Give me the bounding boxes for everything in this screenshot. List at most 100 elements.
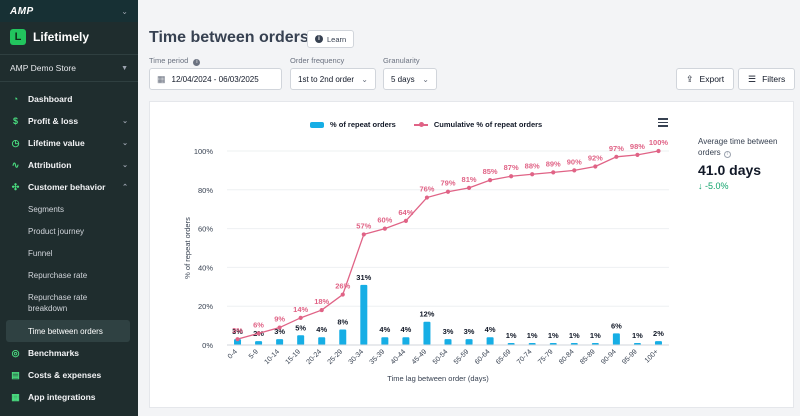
time-period-picker[interactable]: ▦ 12/04/2024 - 06/03/2025 [149,68,282,90]
stat-change: ↓ -5.0% [698,181,729,191]
y-axis-label: % of repeat orders [183,217,192,279]
sidebar-item-attribution[interactable]: ∿ Attribution ⌄ [0,154,138,176]
sidebar-item-app-integrations[interactable]: ▦ App integrations [0,386,138,408]
legend-swatch-line [413,121,428,127]
sidebar-subitem-repurchase-rate-breakdown[interactable]: Repurchase rate breakdown [28,293,88,313]
sidebar-item-label: App integrations [28,392,96,402]
info-icon: i [315,35,323,43]
sidebar-subitem-product-journey[interactable]: Product journey [28,226,85,236]
sidebar-item-customer-behavior[interactable]: ✣ Customer behavior ⌃ [0,176,138,198]
brand-name: Lifetimely [33,30,90,44]
x-tick-label: 70-74 [516,348,534,366]
x-tick-label: 90-94 [600,348,618,366]
learn-button[interactable]: i Learn [307,30,355,48]
line-point [277,325,282,330]
legend-item-cumulative[interactable]: Cumulative % of repeat orders [413,120,543,129]
x-tick-label: 80-84 [558,348,576,366]
average-time-stat: Average time between orders i 41.0 days ↓… [698,136,788,191]
x-tick-label: 0-4 [227,348,239,360]
line-point [340,292,345,297]
grid-icon: ▦ [11,391,20,402]
line-point [572,168,577,173]
order-frequency-value: 1st to 2nd order [298,74,355,84]
chevron-down-icon: ⌄ [122,162,128,169]
bar [486,337,494,345]
sidebar-item-dashboard[interactable]: ◔ Dashboard [0,88,138,110]
line-point [614,154,619,159]
x-tick-label: 85-89 [579,348,597,366]
line-point [445,189,451,194]
line-data-label: 9% [274,315,285,324]
export-label: Export [699,74,725,84]
bar-data-label: 4% [400,325,411,334]
bar-data-label: 4% [379,325,390,334]
bar [276,339,284,345]
sidebar-subitem-time-between-orders[interactable]: Time between orders [6,320,130,342]
line-data-label: 18% [314,297,329,306]
granularity-select[interactable]: 5 days ⌄ [383,68,437,90]
line-data-label: 81% [462,175,477,184]
amp-logo: AMP [10,5,34,17]
learn-label: Learn [327,34,347,44]
order-frequency-select[interactable]: 1st to 2nd order ⌄ [290,68,376,90]
bar-data-label: 3% [232,327,243,336]
bar-data-label: 31% [356,273,371,282]
filters-label: Filters [762,74,786,84]
order-frequency-label: Order frequency [290,56,345,65]
sidebar: AMP ⌄ L Lifetimely AMP Demo Store ▼ ◔ Da… [0,0,138,416]
line-data-label: 89% [546,159,561,168]
sidebar-subitem-repurchase-rate[interactable]: Repurchase rate [28,270,88,280]
main-content: Time between orders i Learn Time period … [138,0,800,416]
bar-data-label: 1% [632,331,643,340]
bar-data-label: 6% [611,321,622,330]
granularity-value: 5 days [391,74,415,84]
legend-item-repeat-orders[interactable]: % of repeat orders [310,120,396,129]
sidebar-subitem-funnel[interactable]: Funnel [28,248,53,258]
sidebar-item-lifetime-value[interactable]: ◷ Lifetime value ⌄ [0,132,138,154]
line-point [593,164,598,169]
line-data-label: 79% [440,179,455,188]
hamburger-menu-icon[interactable] [658,118,668,129]
chevron-down-icon[interactable]: ⌄ [121,6,128,16]
chart-icon: ◷ [11,137,20,148]
legend-label: Cumulative % of repeat orders [433,120,543,129]
bar [423,321,431,345]
stat-value: 41.0 days [698,162,762,178]
info-icon: i [193,59,201,66]
sidebar-item-benchmarks[interactable]: ◎ Benchmarks [0,342,138,364]
sidebar-item-profit-loss[interactable]: $ Profit & loss ⌄ [0,110,138,132]
chevron-down-icon: ⌄ [122,140,128,147]
y-tick-label: 80% [198,186,213,195]
x-tick-label: 65-69 [495,348,513,366]
chevron-down-icon: ⌄ [361,74,368,84]
lifetimely-logo-icon: L [10,29,26,45]
sidebar-item-costs-expenses[interactable]: ▤ Costs & expenses [0,364,138,386]
bar [234,339,242,345]
x-tick-label: 95-99 [621,348,639,366]
line-data-label: 26% [335,282,350,291]
compass-icon: ◎ [11,347,20,358]
calendar-icon: ▦ [157,73,166,84]
bar [612,333,620,345]
store-selector[interactable]: AMP Demo Store ▼ [0,54,138,82]
bar-data-label: 8% [337,317,348,326]
line-data-label: 90% [567,157,582,166]
filters-button[interactable]: ☰ Filters [738,68,796,90]
line-data-label: 57% [356,221,371,230]
export-button[interactable]: ⇪ Export [676,68,735,90]
line-point [235,337,240,342]
y-tick-label: 60% [198,225,213,234]
line-data-label: 64% [398,208,413,217]
line-data-label: 92% [588,154,603,163]
sidebar-subitem-segments[interactable]: Segments [28,204,65,214]
page-title: Time between orders [149,29,309,46]
bar [339,329,347,345]
line-data-label: 76% [419,185,434,194]
receipt-icon: ▤ [11,369,20,380]
y-tick-label: 20% [198,302,213,311]
x-tick-label: 10-14 [263,348,281,366]
legend-swatch-bar [310,121,324,128]
chart-card: 0% 20% 40% 60% 80% 100% % of repeat orders 3% 2%… [149,101,794,408]
line-point [361,232,366,237]
line-point [298,315,303,320]
